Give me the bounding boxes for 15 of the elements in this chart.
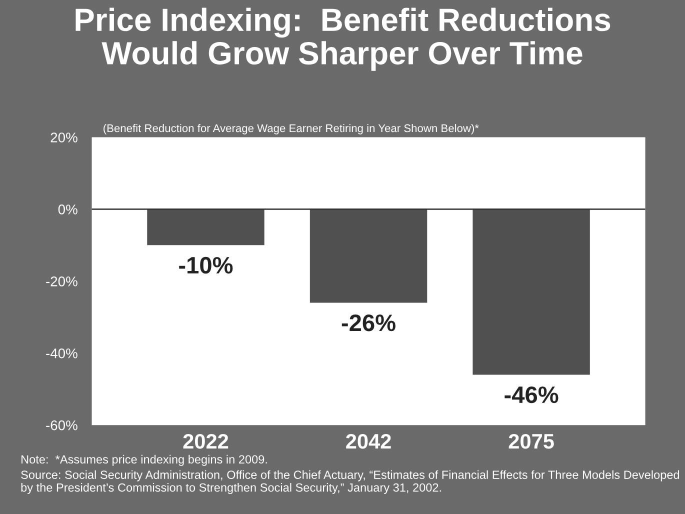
y-tick-label: 20%: [50, 132, 78, 142]
data-label: -10%: [179, 256, 233, 274]
y-tick-label: -40%: [46, 348, 78, 358]
y-tick-label: -20%: [46, 276, 78, 286]
y-tick-label: 0%: [58, 204, 78, 214]
y-tick-label: -60%: [46, 420, 78, 430]
chart-title: Price Indexing: Benefit Reductions Would Grow Sharper Over Time: [76, 8, 610, 71]
x-tick-label: 2022: [183, 434, 228, 449]
data-label: -46%: [504, 386, 558, 404]
source-note: Source: Social Security Administration, Office of the Chief Actuary, “Estimates of Financial Effects for Three Models Developed by the President’s Commission to Strengthen Social Security,” January 31, 2002.: [21, 470, 680, 494]
chart-subtitle: (Benefit Reduction for Average Wage Earner Retiring in Year Shown Below)*: [104, 124, 479, 134]
x-tick-label: 2075: [508, 434, 554, 449]
text: Note: *Assumes price indexing begins in 2009.: [22, 454, 267, 466]
data-label: -26%: [342, 314, 396, 332]
x-tick-label: 2042: [346, 434, 391, 449]
